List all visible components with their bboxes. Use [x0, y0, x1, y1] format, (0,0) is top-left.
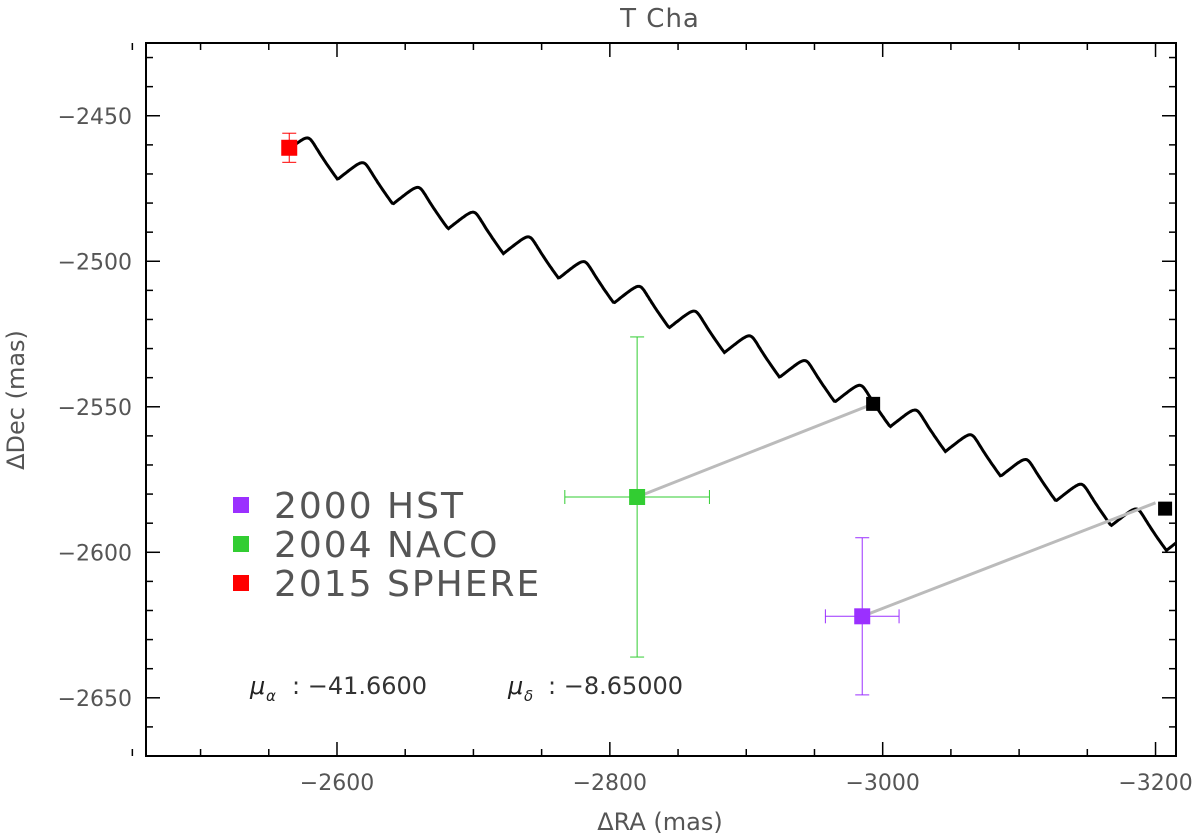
y-tick-label: −2450 [58, 105, 132, 130]
legend-label: 2015 SPHERE [274, 564, 541, 605]
data-point [281, 139, 298, 156]
legend-swatch [233, 575, 249, 591]
data-point [854, 608, 871, 625]
connector-line [636, 402, 874, 499]
y-tick-label: −2650 [58, 687, 132, 712]
mu-delta-subscript: δ [524, 687, 533, 705]
chart-title: T Cha [619, 4, 700, 34]
mu-delta-symbol: μ [507, 672, 523, 700]
x-tick-label: −2600 [300, 771, 374, 796]
legend-label: 2000 HST [274, 486, 465, 527]
x-tick-label: −2800 [573, 771, 647, 796]
mu-alpha-subscript: α [266, 687, 276, 705]
plot-frame [145, 42, 1177, 757]
x-tick-label: −3000 [845, 771, 919, 796]
y-tick-label: −2500 [58, 250, 132, 275]
legend-label: 2004 NACO [274, 525, 499, 566]
mu-delta-value: : −8.65000 [548, 672, 683, 700]
axis-ticks [131, 43, 1176, 757]
x-tick-label: −3200 [1118, 771, 1192, 796]
mu-alpha-value: : −41.6600 [292, 672, 427, 700]
mu-alpha-symbol: μ [249, 672, 265, 700]
connector-line [861, 501, 1157, 618]
legend-swatch [233, 497, 249, 513]
proper-motion-annotation: μ α : −41.6600 μ δ : −8.65000 [249, 672, 683, 705]
track-marker [866, 396, 881, 411]
background-track-line [291, 136, 1178, 553]
data-point [629, 488, 646, 505]
y-axis-label: ΔDec (mas) [2, 330, 30, 470]
y-tick-label: −2600 [58, 541, 132, 566]
y-tick-label: −2550 [58, 396, 132, 421]
legend-swatch [233, 536, 249, 552]
plot-marks [281, 132, 1178, 696]
track-marker [1158, 501, 1173, 516]
x-axis-label: ΔRA (mas) [597, 808, 722, 836]
tick-labels: −2600 −2800 −3000 −3200 −2450 −2500 −2550 −2600… [58, 105, 1193, 796]
